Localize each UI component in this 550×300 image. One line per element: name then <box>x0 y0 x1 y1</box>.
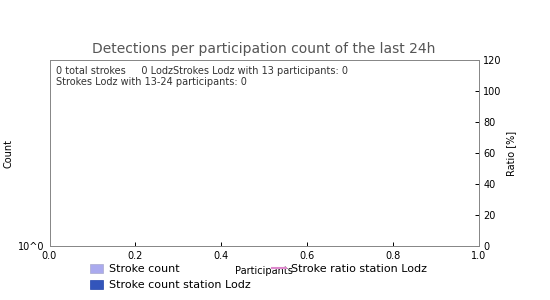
Title: Detections per participation count of the last 24h: Detections per participation count of th… <box>92 42 436 56</box>
X-axis label: Participants: Participants <box>235 266 293 276</box>
Y-axis label: Ratio [%]: Ratio [%] <box>506 130 516 176</box>
Legend: Stroke count, Stroke count station Lodz, Stroke ratio station Lodz: Stroke count, Stroke count station Lodz,… <box>85 259 432 294</box>
Text: 0 total strokes     0 LodzStrokes Lodz with 13 participants: 0
Strokes Lodz with: 0 total strokes 0 LodzStrokes Lodz with … <box>56 66 348 87</box>
Y-axis label: Count: Count <box>4 139 14 167</box>
